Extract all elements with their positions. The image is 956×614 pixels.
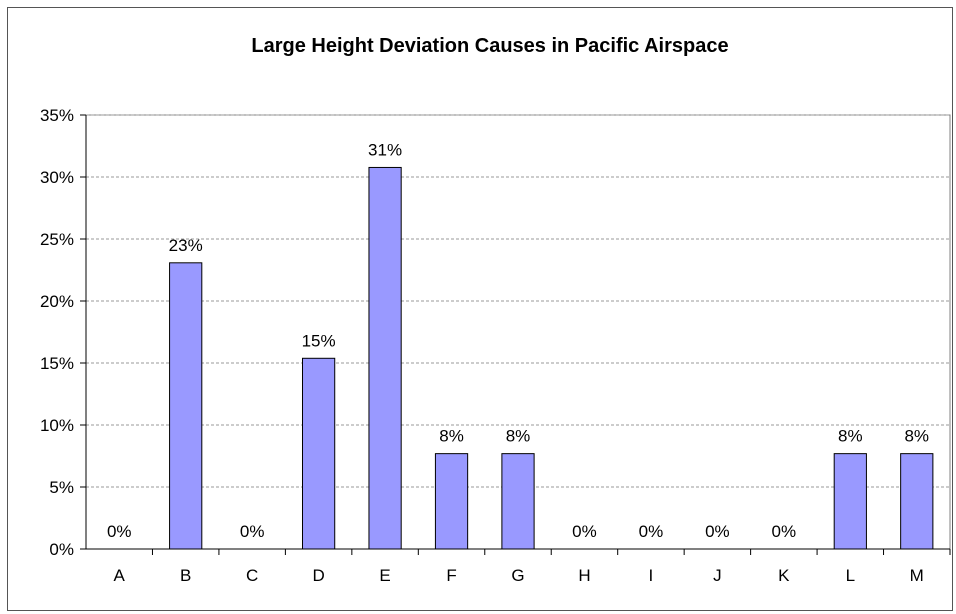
x-tick-label-I: I xyxy=(649,566,654,585)
data-label-D: 15% xyxy=(302,331,336,350)
data-label-J: 0% xyxy=(705,522,730,541)
x-tick-label-D: D xyxy=(312,566,324,585)
bar-D xyxy=(301,357,336,550)
data-label-E: 31% xyxy=(368,140,402,159)
x-tick-label-C: C xyxy=(246,566,258,585)
data-label-A: 0% xyxy=(107,522,132,541)
x-tick-label-F: F xyxy=(446,566,456,585)
x-tick-label-M: M xyxy=(910,566,924,585)
data-label-C: 0% xyxy=(240,522,265,541)
x-tick-label-E: E xyxy=(379,566,390,585)
x-tick-label-G: G xyxy=(511,566,524,585)
data-label-B: 23% xyxy=(169,236,203,255)
x-tick-label-A: A xyxy=(114,566,126,585)
data-label-K: 0% xyxy=(772,522,797,541)
y-tick-label: 35% xyxy=(40,106,74,125)
x-tick-label-H: H xyxy=(578,566,590,585)
data-labels: 0% 23% 0% 15% 31% 8% 8% 0% 0% 0% 0% 8% 8% xyxy=(107,140,929,541)
data-label-F: 8% xyxy=(439,427,464,446)
data-label-L: 8% xyxy=(838,427,863,446)
y-tick-label: 25% xyxy=(40,230,74,249)
bar-G xyxy=(501,453,535,550)
chart-frame xyxy=(7,7,953,611)
y-tick-label: 15% xyxy=(40,354,74,373)
data-label-G: 8% xyxy=(506,427,531,446)
x-tick-label-J: J xyxy=(713,566,722,585)
bar-B xyxy=(169,262,203,550)
y-tick-label: 20% xyxy=(40,292,74,311)
bar-M xyxy=(900,453,934,550)
y-tick-label: 0% xyxy=(49,540,74,559)
x-tick-label-L: L xyxy=(846,566,855,585)
y-axis-ticks: 0% 5% 10% 15% 20% 25% 30% 35% xyxy=(40,106,86,559)
bar-L xyxy=(833,453,867,550)
x-tick-label-B: B xyxy=(180,566,191,585)
data-label-I: 0% xyxy=(639,522,664,541)
data-label-M: 8% xyxy=(904,427,929,446)
y-tick-label: 5% xyxy=(49,478,74,497)
y-tick-label: 10% xyxy=(40,416,74,435)
bars xyxy=(169,166,934,550)
data-label-H: 0% xyxy=(572,522,597,541)
bar-E xyxy=(368,166,402,550)
bar-F xyxy=(434,453,469,550)
y-tick-label: 30% xyxy=(40,168,74,187)
x-tick-label-K: K xyxy=(778,566,790,585)
x-axis-ticks: A B C D E F G H I J K L M xyxy=(114,549,951,585)
chart-title: Large Height Deviation Causes in Pacific… xyxy=(251,35,728,57)
